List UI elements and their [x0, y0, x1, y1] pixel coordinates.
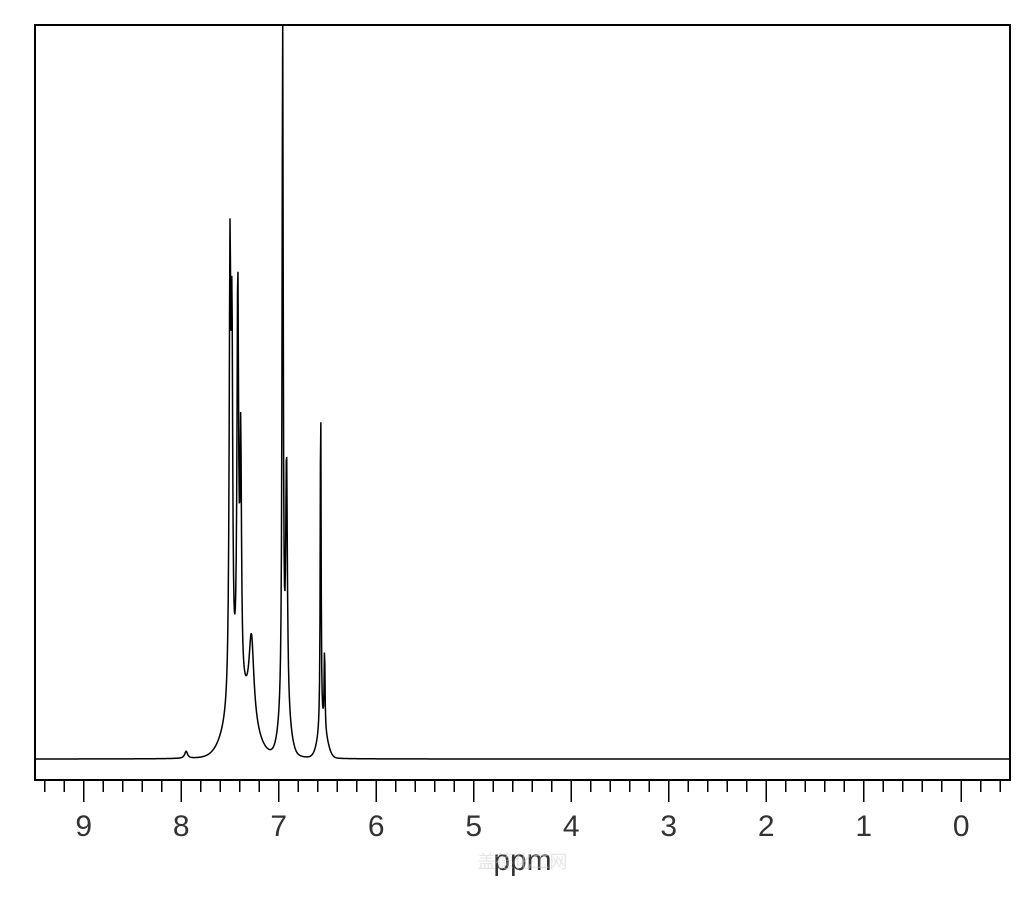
- x-tick-label: 1: [855, 810, 872, 843]
- plot-border: [35, 25, 1010, 780]
- spectrum-svg: 9876543210ppm盖德化工网: [0, 0, 1024, 900]
- x-tick-label: 4: [563, 810, 580, 843]
- x-tick-label: 8: [173, 810, 190, 843]
- x-tick-label: 6: [368, 810, 385, 843]
- x-tick-label: 2: [758, 810, 775, 843]
- x-tick-label: 3: [660, 810, 677, 843]
- x-tick-label: 0: [953, 810, 970, 843]
- nmr-spectrum-chart: 9876543210ppm盖德化工网: [0, 0, 1024, 900]
- watermark-text: 盖德化工网: [478, 852, 568, 872]
- x-tick-label: 7: [270, 810, 287, 843]
- x-tick-label: 5: [465, 810, 482, 843]
- x-tick-label: 9: [75, 810, 92, 843]
